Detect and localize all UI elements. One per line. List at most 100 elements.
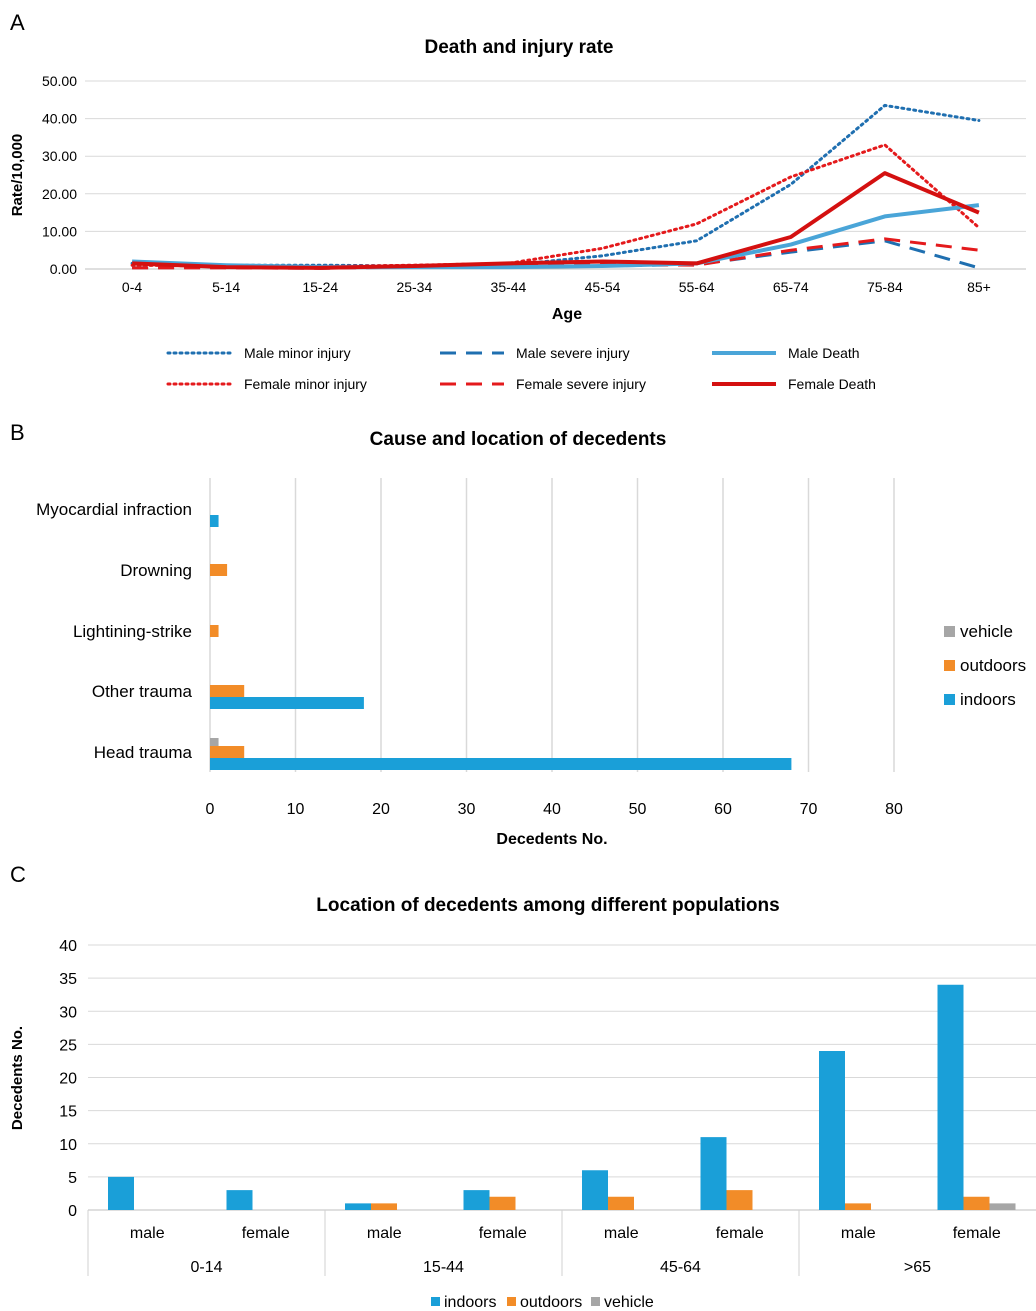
chart-c-group-label: 15-44	[423, 1259, 464, 1276]
chart-b-category-label: Myocardial infraction	[36, 500, 192, 519]
legend-swatch-indoors	[431, 1297, 440, 1306]
legend-swatch-indoors	[944, 694, 955, 705]
chart-c-category-label: male	[367, 1225, 402, 1242]
chart-c-ytick: 15	[59, 1104, 77, 1121]
chart-a-ytick: 50.00	[42, 73, 77, 89]
chart-c-ytick: 10	[59, 1137, 77, 1154]
chart-a-xtick: 5-14	[212, 279, 240, 295]
legend-label-outdoors: outdoors	[960, 656, 1026, 675]
legend-label-male-death: Male Death	[788, 345, 860, 361]
chart-c-category-label: female	[479, 1225, 527, 1242]
chart-c-ytick: 25	[59, 1037, 77, 1054]
chart-a-xtick: 25-34	[396, 279, 432, 295]
chart-b-title: Cause and location of decedents	[370, 429, 667, 450]
legend-label-indoors: indoors	[444, 1294, 496, 1311]
legend-label-female-death: Female Death	[788, 376, 876, 392]
chart-b-xlabel: Decedents No.	[496, 831, 607, 848]
chart-a-title: Death and injury rate	[425, 37, 614, 58]
chart-c-category-label: female	[242, 1225, 290, 1242]
series-line-female-minor-injury	[130, 143, 981, 269]
bar-outdoors-2	[371, 1203, 397, 1210]
bar-outdoors-drowning	[210, 564, 228, 576]
bar-indoors-7	[937, 984, 964, 1210]
panel-letter-c: C	[10, 862, 26, 887]
chart-c-ytick: 30	[59, 1004, 77, 1021]
legend-label-outdoors: outdoors	[520, 1294, 582, 1311]
series-line-female-death	[132, 171, 980, 270]
chart-b-xtick: 0	[206, 801, 215, 818]
chart-c-ylabel: Decedents No.	[9, 1026, 26, 1130]
chart-a-ytick: 20.00	[42, 186, 77, 202]
bar-outdoors-lightining-strike	[210, 625, 219, 637]
bar-vehicle-7	[989, 1203, 1016, 1210]
chart-c-category-label: male	[604, 1225, 639, 1242]
chart-a-xtick: 0-4	[122, 279, 142, 295]
chart-b-xtick: 40	[543, 801, 561, 818]
legend-label-male-minor-injury: Male minor injury	[244, 345, 351, 361]
bar-vehicle-head-trauma	[210, 738, 219, 750]
series-line-male-minor-injury	[130, 103, 981, 268]
chart-b-xtick: 70	[800, 801, 818, 818]
bar-indoors-2	[345, 1203, 371, 1210]
chart-b-xtick: 20	[372, 801, 390, 818]
legend-label-vehicle: vehicle	[960, 622, 1013, 641]
chart-b-category-label: Other trauma	[92, 682, 193, 701]
chart-c-title: Location of decedents among different po…	[316, 895, 779, 916]
bar-indoors-other-trauma	[210, 697, 364, 709]
chart-b-category-label: Head trauma	[94, 743, 193, 762]
bar-indoors-head-trauma	[210, 758, 792, 770]
bar-indoors-4	[582, 1170, 608, 1210]
chart-a-ytick: 30.00	[42, 148, 77, 164]
legend-label-male-severe-injury: Male severe injury	[516, 345, 630, 361]
chart-c-group-label: 45-64	[660, 1259, 701, 1276]
chart-a: Death and injury rate 0.00 10.00 20.00 30.0…	[9, 37, 1026, 392]
chart-a-xtick: 85+	[967, 279, 991, 295]
legend-swatch-outdoors	[507, 1297, 516, 1306]
bar-outdoors-6	[845, 1203, 871, 1210]
series-line-male-death	[132, 203, 980, 270]
chart-c-ytick: 5	[68, 1170, 77, 1187]
bar-outdoors-5	[726, 1190, 753, 1210]
chart-c-ytick: 40	[59, 938, 77, 955]
bar-outdoors-3	[489, 1196, 516, 1210]
chart-a-xtick: 55-64	[679, 279, 715, 295]
legend-label-vehicle: vehicle	[604, 1294, 654, 1311]
chart-b-category-label: Drowning	[120, 561, 192, 580]
chart-c-category-label: female	[716, 1225, 764, 1242]
chart-a-xtick: 75-84	[867, 279, 903, 295]
chart-b: Cause and location of decedents Myocardi…	[36, 429, 1026, 848]
legend-swatch-outdoors	[944, 660, 955, 671]
bar-outdoors-other-trauma	[210, 685, 245, 697]
legend-swatch-vehicle	[591, 1297, 600, 1306]
chart-b-xtick: 50	[629, 801, 647, 818]
chart-a-ytick: 0.00	[50, 261, 77, 277]
chart-c-ytick: 0	[68, 1203, 77, 1220]
panel-letter-a: A	[10, 10, 25, 35]
chart-a-ylabel: Rate/10,000	[9, 134, 26, 217]
legend-label-indoors: indoors	[960, 690, 1016, 709]
chart-a-xlabel: Age	[552, 306, 582, 323]
bar-indoors-0	[108, 1176, 134, 1210]
bar-outdoors-4	[608, 1196, 634, 1210]
chart-a-xtick: 35-44	[491, 279, 527, 295]
chart-c-category-label: male	[130, 1225, 165, 1242]
chart-c-group-label: >65	[904, 1259, 931, 1276]
chart-b-xtick: 60	[714, 801, 732, 818]
bar-outdoors-head-trauma	[210, 746, 245, 758]
chart-c-category-label: female	[953, 1225, 1001, 1242]
chart-b-xtick: 80	[885, 801, 903, 818]
chart-a-ytick: 40.00	[42, 111, 77, 127]
chart-c: Location of decedents among different po…	[9, 895, 1036, 1311]
chart-a-xtick: 65-74	[773, 279, 809, 295]
chart-a-xtick: 15-24	[302, 279, 338, 295]
chart-b-category-label: Lightining-strike	[73, 622, 192, 641]
legend-swatch-vehicle	[944, 626, 955, 637]
chart-c-group-label: 0-14	[190, 1259, 222, 1276]
bar-indoors-1	[226, 1190, 253, 1210]
chart-b-xtick: 30	[458, 801, 476, 818]
chart-c-ytick: 35	[59, 971, 77, 988]
chart-a-ytick: 10.00	[42, 223, 77, 239]
panel-letter-b: B	[10, 420, 25, 445]
chart-a-xtick: 45-54	[585, 279, 621, 295]
